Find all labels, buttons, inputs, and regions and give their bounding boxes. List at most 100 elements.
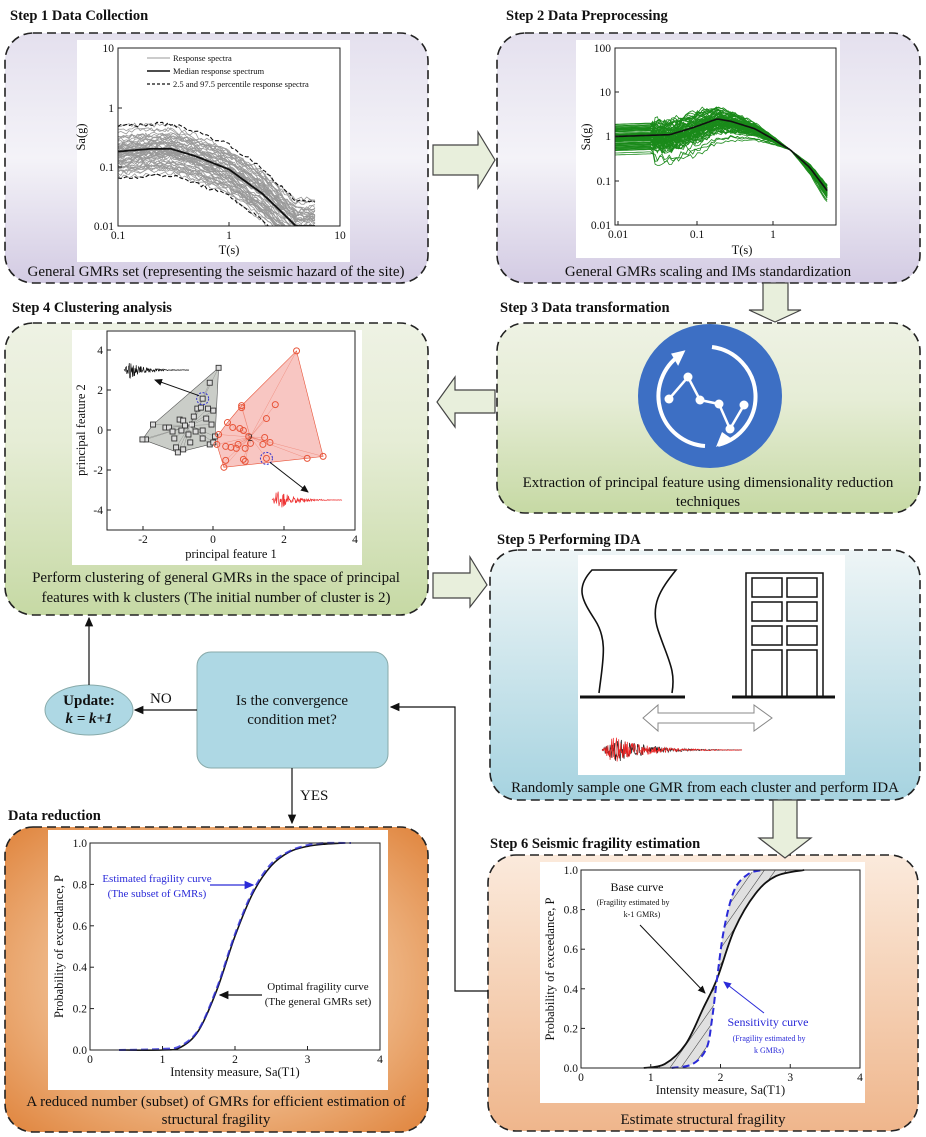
y-tick-label: 0.1 [100, 162, 115, 174]
centroid-link [237, 436, 251, 445]
x-tick-label: 3 [305, 1054, 311, 1066]
ida-illustration [580, 569, 835, 762]
x-tick-label: 10 [334, 230, 346, 242]
decision-text-line1: Is the convergence [236, 693, 349, 709]
block-arrow-right-step4-to-step5 [432, 554, 488, 609]
step2-caption: General GMRs scaling and IMs standardiza… [565, 264, 852, 280]
centroid-link [175, 425, 190, 448]
cluster2-point [222, 456, 230, 464]
step3-caption-line1: Extraction of principal feature using di… [523, 475, 894, 491]
step1-title: Step 1 Data Collection [10, 8, 148, 24]
arrow-step6-feedback [389, 702, 488, 992]
y-tick-label: 10 [600, 87, 612, 99]
cluster2-point [319, 452, 327, 460]
yes-label: YES [300, 788, 328, 804]
y-axis-label: Probability of exceedance, P [543, 897, 557, 1040]
x-axis-label: T(s) [732, 243, 753, 257]
x-axis-label: T(s) [219, 243, 240, 257]
cluster2-point [262, 415, 270, 423]
median-spectrum-line [615, 118, 828, 192]
x-tick-label: 1 [226, 230, 232, 242]
cluster1-point [199, 395, 206, 402]
y-tick-label: 1.0 [564, 865, 579, 877]
step3-caption-line2: techniques [676, 494, 740, 510]
x-axis-label: principal feature 1 [185, 547, 277, 561]
cluster1-point [206, 379, 213, 386]
y-axis-label: Probability of exceedance, P [52, 875, 66, 1018]
cluster2-point [238, 402, 246, 410]
response-spectrum-line [118, 135, 316, 216]
cluster1-point [189, 421, 195, 428]
step4-caption-line1: Perform clustering of general GMRs in th… [32, 570, 400, 586]
cluster2-point [245, 432, 253, 440]
sensitivity-curve-pointer [723, 981, 765, 1014]
scaled-spectra-chart: T(s) Sa(g) 0.01 0.1 1 100 10 1 0.1 0.01 [579, 43, 837, 257]
legend-entry: 2.5 and 97.5 percentile response spectra [173, 79, 309, 89]
sensitivity-curve-note-line1: (Fragility estimated by [733, 1034, 806, 1043]
cluster2-point [223, 419, 231, 427]
x-tick-label: -2 [138, 534, 148, 546]
cluster1-point [199, 435, 206, 442]
x-tick-label: 3 [787, 1072, 793, 1084]
cluster1-sample-waveform [123, 363, 190, 379]
cluster1-point [203, 415, 210, 422]
base-curve-note-line1: (Fragility estimated by [597, 898, 670, 907]
response-spectrum-line [118, 160, 283, 226]
cluster1-point [139, 436, 146, 443]
data-reduction-title: Data reduction [8, 808, 101, 824]
deformed-structure [581, 569, 678, 694]
response-spectrum-line [118, 152, 292, 226]
step6-plot-bg [540, 862, 865, 1103]
cluster1-point [205, 405, 211, 412]
y-tick-label: 0.2 [73, 1004, 88, 1016]
y-tick-label: 0.8 [73, 879, 88, 891]
cluster1-point [215, 364, 222, 371]
y-axis-label: Sa(g) [74, 123, 88, 150]
cluster1-point [169, 428, 176, 435]
estimated-curve-label-line1: Estimated fragility curve [102, 873, 211, 885]
y-tick-label: 0 [97, 425, 103, 437]
centroid-link [250, 350, 297, 438]
cluster1-point [190, 413, 197, 420]
estimated-fragility-curve [118, 841, 352, 1051]
step5-caption: Randomly sample one GMR from each cluste… [511, 780, 899, 796]
centroid-link [189, 425, 214, 443]
fragility-sensitivity-chart: Intensity measure, Sa(T1) Probability of … [543, 865, 863, 1097]
selected-sample-2 [259, 451, 273, 465]
cluster2-point [238, 404, 246, 412]
cluster1-point [150, 421, 157, 428]
cluster2-point [213, 440, 221, 448]
pointer-arrow-2 [269, 461, 309, 493]
y-tick-label: 0.8 [564, 905, 579, 917]
x-tick-label: 1 [160, 1054, 166, 1066]
x-tick-label: 0 [210, 534, 216, 546]
y-tick-label: 0.4 [564, 984, 579, 996]
centroid-link [250, 404, 276, 438]
cluster2-point [232, 444, 240, 452]
cluster1-point [208, 421, 215, 428]
response-spectrum-line [118, 165, 269, 226]
x-tick-label: 4 [352, 534, 358, 546]
cluster2-point [220, 463, 228, 471]
centroid-link [248, 436, 251, 438]
x-tick-label: 1 [770, 229, 776, 241]
cycle-arrowhead-bottom [716, 432, 732, 447]
cycle-arrowhead-top [671, 350, 686, 366]
fragility-reduction-chart: Intensity measure, Sa(T1) Probability of … [52, 838, 383, 1079]
cluster2-point [239, 455, 247, 463]
response-spectrum-line [118, 164, 279, 226]
y-tick-label: 0.6 [564, 944, 579, 956]
y-tick-label: -2 [93, 465, 103, 477]
cluster1-point [210, 407, 217, 414]
base-curve-label: Base curve [611, 880, 664, 894]
x-tick-label: 1 [648, 1072, 654, 1084]
waveform-trace [123, 363, 190, 379]
response-spectrum-line [118, 160, 277, 226]
y-tick-label: 0.6 [73, 921, 88, 933]
cluster1-point [210, 439, 217, 446]
median-spectrum-line [118, 147, 315, 226]
step1-caption: General GMRs set (representing the seism… [28, 264, 405, 280]
cluster2-label: 2 [248, 433, 253, 444]
